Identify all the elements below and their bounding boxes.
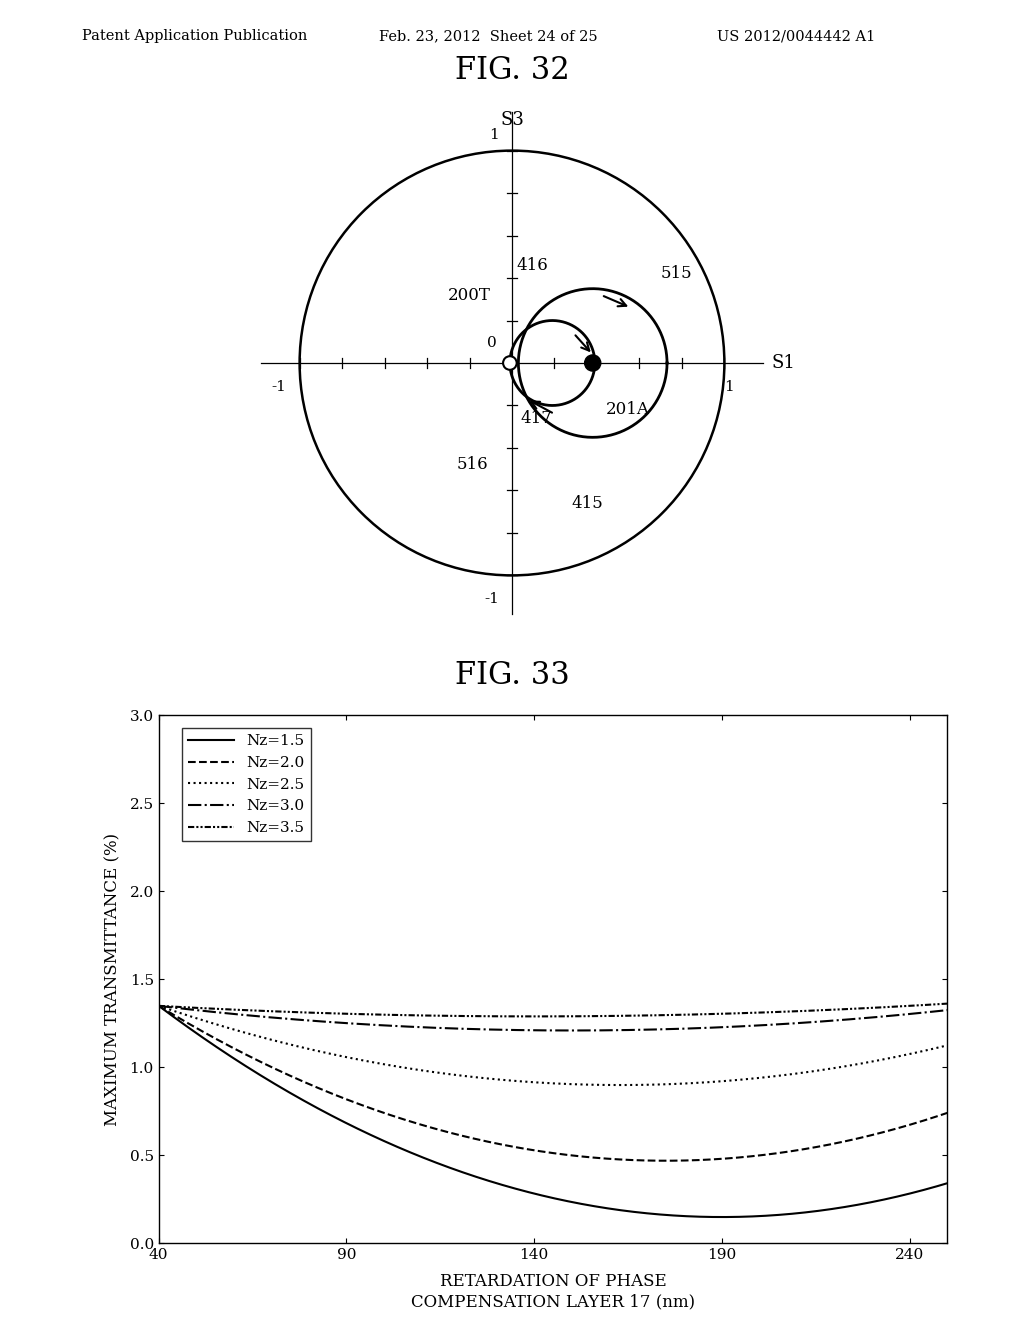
Text: FIG. 33: FIG. 33	[455, 660, 569, 690]
Nz=2.5	[748, 1071, 760, 1086]
Text: 200T: 200T	[449, 286, 492, 304]
Line: Nz=1.5: Nz=1.5	[159, 1006, 947, 1217]
Text: 0: 0	[487, 337, 497, 350]
Text: 416: 416	[516, 257, 548, 273]
Nz=2.0	[355, 1097, 368, 1113]
X-axis label: RETARDATION OF PHASE
COMPENSATION LAYER 17 (nm): RETARDATION OF PHASE COMPENSATION LAYER …	[411, 1274, 695, 1309]
Nz=3.0	[941, 1002, 953, 1018]
Nz=3.5	[748, 1005, 760, 1020]
Nz=3.0	[618, 1022, 631, 1038]
Nz=1.5	[153, 998, 165, 1014]
Nz=2.5	[614, 1077, 627, 1093]
Nz=3.0	[153, 998, 165, 1014]
Nz=2.0	[509, 1139, 521, 1155]
Line: Nz=2.5: Nz=2.5	[159, 1006, 947, 1085]
Nz=2.5	[680, 1076, 692, 1092]
Nz=1.5	[617, 1203, 630, 1218]
Nz=3.5	[153, 998, 165, 1014]
Nz=2.0	[748, 1148, 760, 1164]
Nz=3.5	[509, 1008, 521, 1024]
Nz=3.0	[509, 1022, 521, 1038]
Nz=2.5	[941, 1038, 953, 1053]
Line: Nz=3.5: Nz=3.5	[159, 1003, 947, 1016]
Nz=1.5	[355, 1122, 368, 1138]
Line: Nz=2.0: Nz=2.0	[159, 1006, 947, 1160]
Nz=1.5	[679, 1208, 691, 1224]
Text: Feb. 23, 2012  Sheet 24 of 25: Feb. 23, 2012 Sheet 24 of 25	[379, 29, 598, 44]
Text: S1: S1	[771, 354, 795, 372]
Nz=3.5	[355, 1006, 368, 1022]
Nz=1.5	[941, 1175, 953, 1191]
Nz=3.0	[566, 1023, 579, 1039]
Nz=1.5	[509, 1180, 521, 1196]
Nz=3.5	[680, 1007, 692, 1023]
Nz=2.0	[617, 1152, 630, 1168]
Nz=2.0	[941, 1105, 953, 1121]
Text: 415: 415	[571, 495, 603, 512]
Nz=2.0	[292, 1072, 304, 1088]
Nz=1.5	[292, 1089, 304, 1105]
Circle shape	[503, 356, 517, 370]
Nz=3.0	[748, 1018, 760, 1034]
Nz=2.5	[153, 998, 165, 1014]
Nz=3.0	[680, 1020, 692, 1036]
Text: -1: -1	[271, 380, 286, 393]
Nz=2.5	[355, 1052, 368, 1068]
Nz=3.0	[292, 1011, 304, 1027]
Line: Nz=3.0: Nz=3.0	[159, 1006, 947, 1031]
Text: S3: S3	[500, 111, 524, 129]
Nz=1.5	[716, 1209, 728, 1225]
Text: FIG. 32: FIG. 32	[455, 55, 569, 86]
Nz=2.0	[680, 1152, 692, 1168]
Text: Patent Application Publication: Patent Application Publication	[82, 29, 307, 44]
Nz=1.5	[748, 1208, 760, 1224]
Nz=3.5	[292, 1005, 304, 1020]
Nz=3.0	[355, 1016, 368, 1032]
Nz=3.5	[941, 995, 953, 1011]
Nz=3.5	[527, 1008, 540, 1024]
Nz=2.5	[618, 1077, 631, 1093]
Y-axis label: MAXIMUM TRANSMITTANCE (%): MAXIMUM TRANSMITTANCE (%)	[104, 833, 121, 1126]
Legend: Nz=1.5, Nz=2.0, Nz=2.5, Nz=3.0, Nz=3.5: Nz=1.5, Nz=2.0, Nz=2.5, Nz=3.0, Nz=3.5	[182, 729, 310, 841]
Text: 1: 1	[489, 128, 500, 143]
Text: 201A: 201A	[605, 401, 649, 418]
Nz=2.5	[509, 1073, 521, 1089]
Nz=2.5	[292, 1039, 304, 1055]
Nz=2.0	[153, 998, 165, 1014]
Nz=2.0	[659, 1152, 672, 1168]
Text: 417: 417	[520, 409, 552, 426]
Text: -1: -1	[484, 593, 500, 606]
Circle shape	[585, 355, 601, 371]
Text: 1: 1	[724, 380, 733, 393]
Text: US 2012/0044442 A1: US 2012/0044442 A1	[717, 29, 876, 44]
Nz=3.5	[618, 1008, 631, 1024]
Text: 515: 515	[660, 265, 692, 282]
Text: 516: 516	[457, 457, 488, 474]
